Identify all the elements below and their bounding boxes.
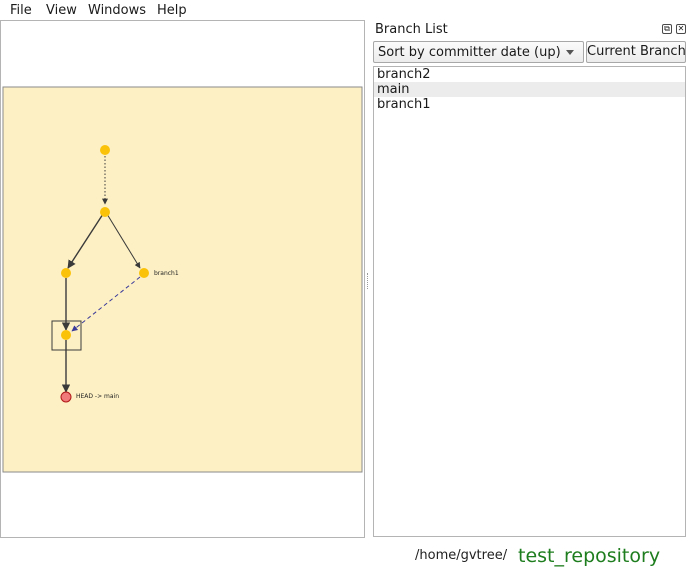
head-commit-node[interactable] bbox=[60, 391, 72, 403]
commit-graph-view[interactable]: branch1 HEAD -> main bbox=[0, 20, 365, 538]
branch1-ref-label: branch1 bbox=[154, 270, 179, 277]
menu-help[interactable]: Help bbox=[157, 3, 187, 18]
menu-file[interactable]: File bbox=[10, 3, 32, 18]
repository-path: /home/gvtree/ bbox=[415, 548, 508, 563]
branch-list-item[interactable]: branch2 bbox=[377, 67, 431, 82]
branch-list-item[interactable]: branch1 bbox=[377, 97, 431, 112]
branch-list[interactable]: branch2 main branch1 bbox=[373, 66, 686, 537]
dock-title: Branch List bbox=[375, 22, 448, 37]
commit-node[interactable] bbox=[100, 145, 110, 155]
commit-node[interactable] bbox=[100, 207, 110, 217]
graph-edge bbox=[67, 213, 104, 269]
sort-dropdown[interactable]: Sort by committer date (up) bbox=[373, 41, 584, 63]
menu-view[interactable]: View bbox=[46, 3, 77, 18]
commit-graph-canvas[interactable]: branch1 HEAD -> main bbox=[1, 21, 366, 539]
commit-node[interactable] bbox=[139, 268, 149, 278]
selected-commit-frame bbox=[51, 320, 82, 351]
chevron-down-icon bbox=[566, 50, 574, 55]
branch-list-item[interactable]: main bbox=[374, 82, 685, 97]
commit-node[interactable] bbox=[61, 268, 71, 278]
commit-node[interactable] bbox=[61, 330, 71, 340]
graph-scene-background bbox=[2, 86, 363, 473]
graph-edge-merge bbox=[71, 276, 141, 332]
current-branch-button[interactable]: Current Branch bbox=[586, 41, 686, 63]
repository-name: test_repository bbox=[518, 545, 661, 567]
graph-edge bbox=[106, 213, 141, 269]
menu-bar: File View Windows Help bbox=[0, 0, 688, 21]
close-icon[interactable]: ✕ bbox=[676, 24, 686, 34]
float-icon[interactable]: ⧉ bbox=[662, 24, 672, 34]
head-ref-label: HEAD -> main bbox=[76, 393, 119, 400]
splitter-handle[interactable] bbox=[367, 273, 370, 289]
sort-value: Sort by committer date (up) bbox=[378, 45, 561, 60]
menu-windows[interactable]: Windows bbox=[88, 3, 147, 18]
